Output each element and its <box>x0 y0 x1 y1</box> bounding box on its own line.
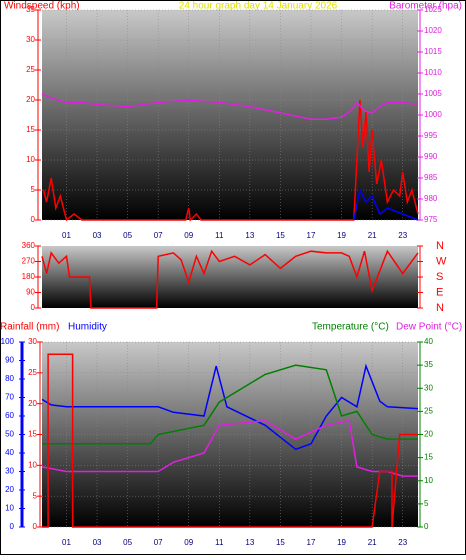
tick-label: E <box>436 286 443 298</box>
tick-label: 1000 <box>424 110 442 119</box>
x-tick-label: 11 <box>215 538 224 547</box>
series-line <box>353 187 419 221</box>
plot-area <box>42 342 418 527</box>
tick-label: S <box>436 271 443 283</box>
x-tick-label: 23 <box>398 231 407 240</box>
tick-label: 990 <box>424 152 438 161</box>
tick-label: 0 <box>10 522 15 531</box>
legend-label: Humidity <box>68 322 107 333</box>
tick-label: 40 <box>5 448 14 457</box>
tick-label: 20 <box>5 485 14 494</box>
tick-label: 90 <box>26 288 35 297</box>
rainfall-label: Rainfall (mm) <box>0 322 59 333</box>
tick-label: W <box>436 255 447 267</box>
tick-label: 0 <box>31 303 36 312</box>
tick-label: 1015 <box>424 47 442 56</box>
legend-label: Temperature (°C) <box>312 322 389 333</box>
x-tick-label: 23 <box>398 538 407 547</box>
tick-label: 10 <box>424 476 433 485</box>
tick-label: 90 <box>5 356 14 365</box>
x-tick-label: 07 <box>154 538 163 547</box>
tick-label: 20 <box>424 430 433 439</box>
tick-label: 975 <box>424 215 438 224</box>
x-tick-label: 15 <box>276 538 285 547</box>
tick-label: 25 <box>28 368 37 377</box>
x-tick-label: 03 <box>93 538 102 547</box>
tick-label: 1025 <box>424 5 442 14</box>
series-line <box>42 99 419 222</box>
x-tick-label: 13 <box>245 231 254 240</box>
x-tick-label: 17 <box>307 538 316 547</box>
tick-label: 1010 <box>424 68 442 77</box>
tick-label: 50 <box>5 430 14 439</box>
tick-label: 5 <box>424 499 429 508</box>
x-tick-label: 01 <box>62 538 71 547</box>
x-tick-label: 05 <box>123 538 132 547</box>
tick-label: 5 <box>33 491 38 500</box>
x-tick-label: 19 <box>337 231 346 240</box>
tick-label: 15 <box>28 430 37 439</box>
legend-label: Dew Point (°C) <box>396 322 462 333</box>
x-tick-label: 15 <box>276 231 285 240</box>
tick-label: 20 <box>28 399 37 408</box>
tick-label: 60 <box>5 411 14 420</box>
plot-area <box>42 246 418 308</box>
tick-label: 40 <box>424 337 433 346</box>
x-tick-label: 03 <box>93 231 102 240</box>
tick-label: 0 <box>33 522 38 531</box>
tick-label: 100 <box>1 337 15 346</box>
tick-label: 25 <box>26 65 35 74</box>
tick-label: 1005 <box>424 89 442 98</box>
tick-label: 30 <box>5 467 14 476</box>
tick-label: 1020 <box>424 26 442 35</box>
tick-label: 985 <box>424 173 438 182</box>
x-tick-label: 11 <box>215 231 224 240</box>
x-tick-label: 07 <box>154 231 163 240</box>
tick-label: 270 <box>22 257 36 266</box>
x-tick-label: 05 <box>123 231 132 240</box>
tick-label: 15 <box>424 453 433 462</box>
tick-label: 10 <box>28 460 37 469</box>
x-tick-label: 21 <box>368 231 377 240</box>
x-tick-label: 21 <box>368 538 377 547</box>
tick-label: 25 <box>424 406 433 415</box>
tick-label: 980 <box>424 194 438 203</box>
x-tick-label: 17 <box>307 231 316 240</box>
tick-label: 70 <box>5 393 14 402</box>
tick-label: 180 <box>22 272 36 281</box>
windspeed-label: Windspeed (kph) <box>4 1 80 12</box>
tick-label: N <box>436 302 444 314</box>
x-tick-label: 13 <box>245 538 254 547</box>
tick-label: 30 <box>424 383 433 392</box>
series-line <box>41 249 419 309</box>
tick-label: 360 <box>22 241 36 250</box>
tick-label: 10 <box>5 504 14 513</box>
tick-label: 35 <box>424 360 433 369</box>
tick-label: 30 <box>26 35 35 44</box>
x-tick-label: 19 <box>337 538 346 547</box>
barometer-label: Barometer (hpa) <box>389 1 462 12</box>
tick-label: 0 <box>424 522 429 531</box>
series-line <box>41 93 419 120</box>
tick-label: 30 <box>28 337 37 346</box>
tick-label: 0 <box>31 215 36 224</box>
tick-label: 80 <box>5 374 14 383</box>
tick-label: 10 <box>26 155 35 164</box>
x-tick-label: 01 <box>62 231 71 240</box>
tick-label: 15 <box>26 125 35 134</box>
series-line <box>41 363 419 451</box>
tick-label: 20 <box>26 95 35 104</box>
tick-label: 35 <box>26 5 35 14</box>
tick-label: N <box>436 240 444 252</box>
x-tick-label: 09 <box>184 538 193 547</box>
tick-label: 995 <box>424 131 438 140</box>
tick-label: 5 <box>31 185 36 194</box>
x-tick-label: 09 <box>184 231 193 240</box>
series-line <box>42 364 418 445</box>
series-line <box>42 353 418 528</box>
chart-title: 24 hour graph day 14 January 2026 <box>179 1 338 12</box>
